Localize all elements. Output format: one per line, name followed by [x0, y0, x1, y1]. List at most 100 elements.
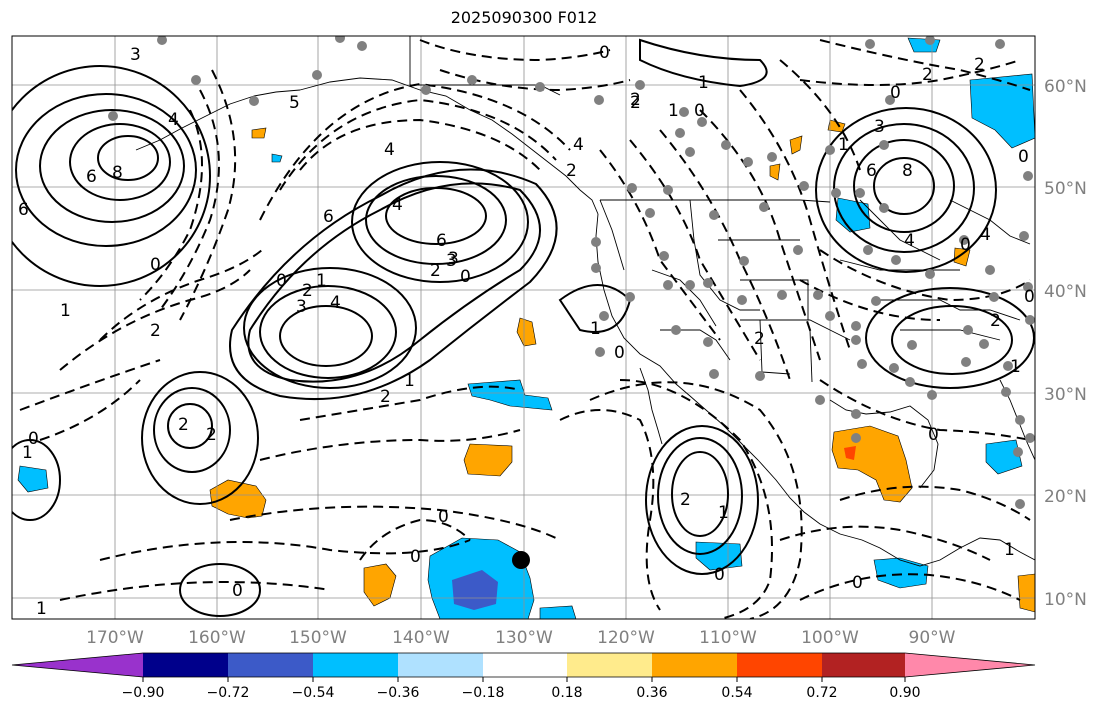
map-title: 2025090300 F012	[450, 8, 598, 27]
contour-label: 0	[460, 267, 471, 287]
contour-label: 2	[178, 415, 189, 435]
lat-label: 30°N	[1044, 385, 1087, 405]
lat-label: 60°N	[1044, 77, 1087, 97]
contour-label: 1	[590, 319, 601, 339]
contour-label: 1	[838, 135, 849, 155]
contour-label: 0	[599, 43, 610, 63]
contour-negative	[19, 39, 1031, 619]
contour-label: 0	[410, 547, 421, 567]
lon-label: 90°W	[909, 628, 956, 648]
contour-label: 0	[928, 425, 939, 445]
contour-label: 0	[150, 255, 161, 275]
colorbar-segment	[567, 653, 652, 677]
lat-label: 20°N	[1044, 487, 1087, 507]
contour-label: 2	[922, 65, 933, 85]
contour-label: 1	[698, 73, 709, 93]
latitude-axis: 60°N 50°N 40°N 30°N 20°N 10°N	[1044, 77, 1087, 610]
contour-label: 3	[874, 117, 885, 137]
colorbar-ticks	[142, 677, 906, 682]
contour-label: 1	[668, 101, 679, 121]
contour-label: 3	[130, 45, 141, 65]
contour-label: 6	[86, 167, 97, 187]
contour-label: 2	[380, 387, 391, 407]
contour-label: 1	[22, 443, 33, 463]
contour-label: 2	[566, 161, 577, 181]
contour-label: 0	[694, 101, 705, 121]
colorbar-segment	[822, 653, 905, 677]
colorbar-tick-label: −0.54	[292, 685, 335, 701]
contour-label: 0	[890, 83, 901, 103]
colorbar-tick-label: −0.18	[462, 685, 505, 701]
contour-label: 1	[1004, 540, 1015, 560]
contour-label: 2	[302, 281, 313, 301]
lat-label: 10°N	[1044, 590, 1087, 610]
contour-label: 2	[974, 55, 985, 75]
contour-label: 3	[296, 297, 307, 317]
contour-label-layer: 3 4 6 8 6 1 0 2 4 5 6 0 2 1 0 2 4 4 6 3 …	[18, 43, 1035, 619]
contour-label: 4	[168, 110, 179, 130]
lon-label: 110°W	[699, 628, 757, 648]
contour-label: 2	[430, 261, 441, 281]
contour-label: 4	[384, 140, 395, 160]
contour-label: 1	[316, 271, 327, 291]
lon-label: 150°W	[289, 628, 347, 648]
colorbar-segment	[652, 653, 737, 677]
colorbar-tick-label: −0.72	[207, 685, 250, 701]
colorbar-segment	[483, 653, 567, 677]
colorbar-segment	[398, 653, 483, 677]
contour-label: 2	[630, 90, 641, 110]
longitude-axis: 170°W 160°W 150°W 140°W 130°W 120°W 110°…	[86, 628, 956, 648]
colorbar-tick-label: −0.36	[377, 685, 420, 701]
contour-label: 0	[960, 235, 971, 255]
lon-label: 130°W	[495, 628, 553, 648]
contour-label: 1	[60, 301, 71, 321]
contour-label: 8	[112, 163, 123, 183]
lon-label: 120°W	[597, 628, 655, 648]
contour-label: 4	[392, 195, 403, 215]
contour-label: 4	[330, 293, 341, 313]
contour-label: 4	[980, 225, 991, 245]
contour-label: 2	[754, 329, 765, 349]
contour-label: 1	[1010, 357, 1021, 377]
colorbar-tick-label: 0.54	[721, 685, 752, 701]
lon-label: 160°W	[188, 628, 246, 648]
contour-label: 0	[232, 581, 243, 601]
lat-label: 40°N	[1044, 282, 1087, 302]
contour-label: 0	[276, 271, 287, 291]
contour-label: 1	[718, 503, 729, 523]
contour-label: 0	[28, 429, 39, 449]
colorbar-tick-label: −0.90	[122, 685, 165, 701]
contour-label: 2	[206, 425, 217, 445]
contour-label: 1	[404, 371, 415, 391]
colorbar: −0.90 −0.72 −0.54 −0.36 −0.18 0.18 0.36 …	[11, 652, 1036, 701]
colorbar-segment	[737, 653, 822, 677]
contour-label: 6	[436, 231, 447, 251]
colorbar-segment	[143, 653, 228, 677]
contour-label: 0	[438, 507, 449, 527]
contour-positive	[12, 38, 1035, 617]
colorbar-tick-label: 0.90	[889, 685, 920, 701]
contour-label: 6	[866, 161, 877, 181]
contour-label: 0	[714, 565, 725, 585]
storm-center-marker	[512, 551, 530, 569]
lat-label: 50°N	[1044, 179, 1087, 199]
contour-label: 8	[902, 161, 913, 181]
lon-label: 170°W	[86, 628, 144, 648]
contour-label: 4	[904, 231, 915, 251]
map-frame	[11, 35, 1036, 620]
contour-label: 2	[630, 93, 641, 113]
contour-label: 2	[990, 311, 1001, 331]
colorbar-segment	[228, 653, 313, 677]
contour-label: 0	[1018, 147, 1029, 167]
colorbar-arrow-high	[905, 653, 1035, 677]
contour-label: 2	[680, 490, 691, 510]
contour-label: 3	[448, 249, 459, 269]
colorbar-arrow-low	[12, 653, 143, 677]
lon-label: 100°W	[801, 628, 859, 648]
lon-label: 140°W	[392, 628, 450, 648]
contour-label: 6	[18, 200, 29, 220]
colorbar-tick-label: 0.18	[551, 685, 582, 701]
colorbar-segment	[313, 653, 398, 677]
contour-label: 6	[323, 207, 334, 227]
